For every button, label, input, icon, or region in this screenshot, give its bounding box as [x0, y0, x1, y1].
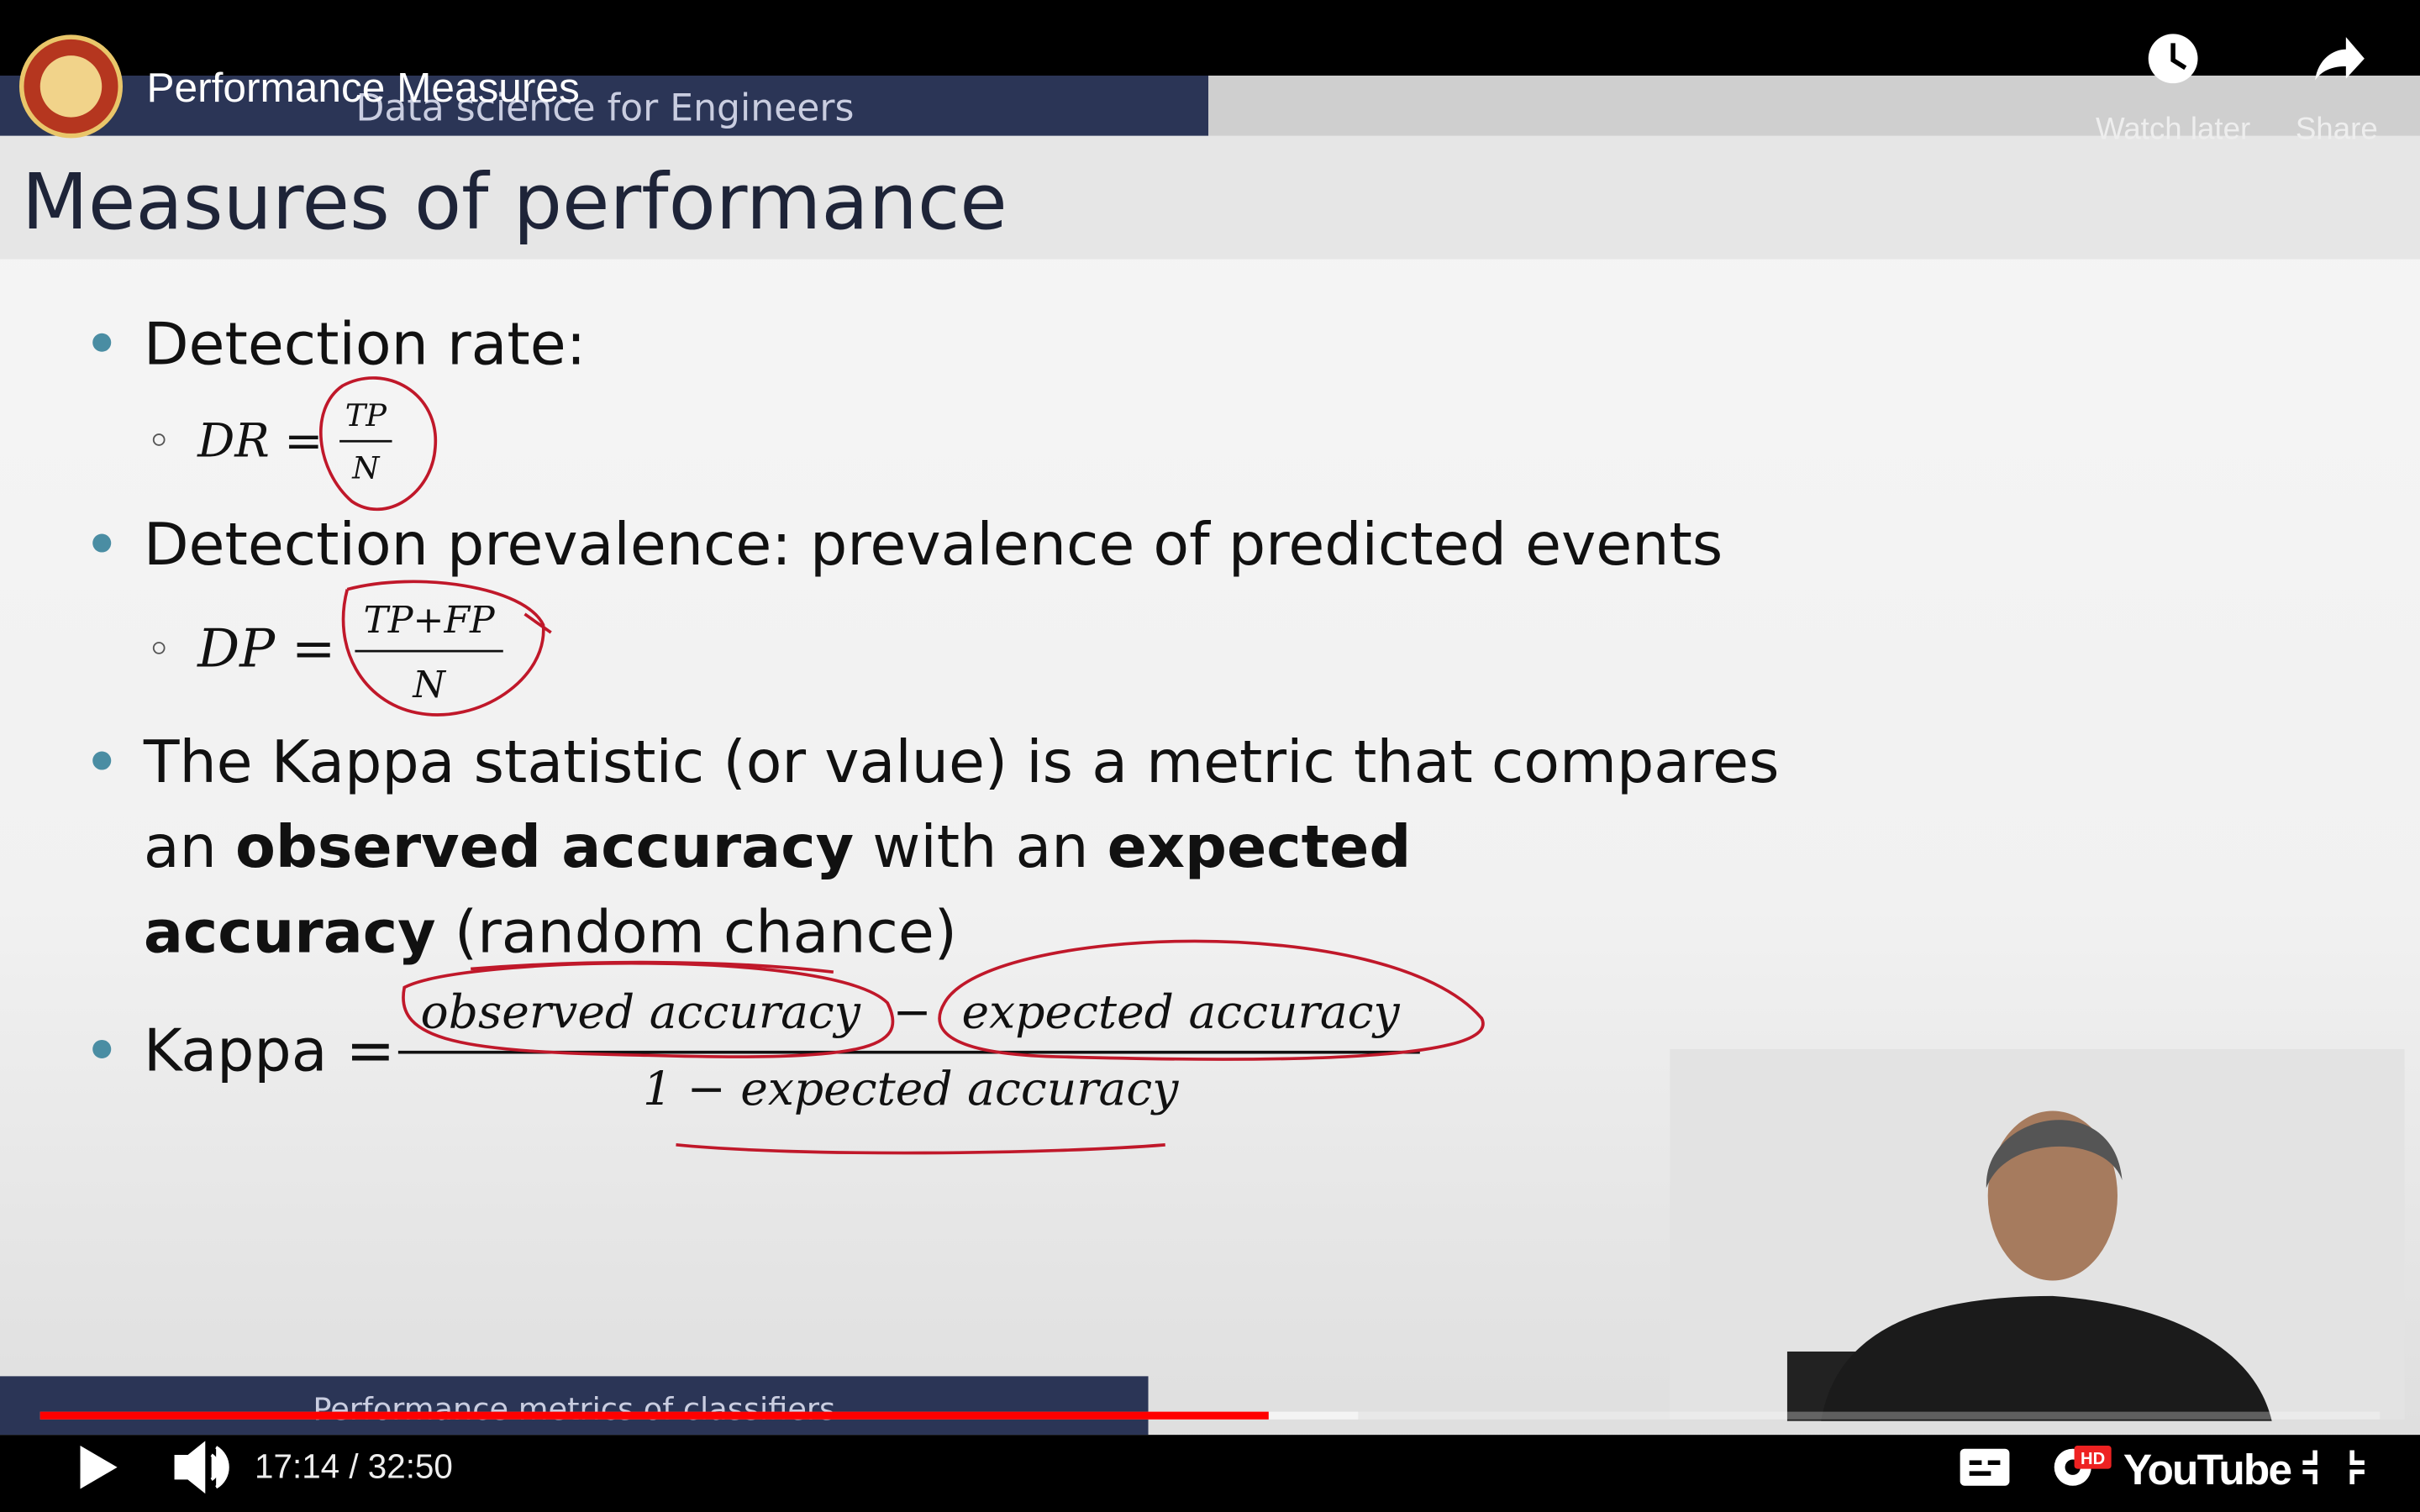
- time-display: 17:14 / 32:50: [255, 1447, 453, 1486]
- bullet-text: Detection prevalence: prevalence of pred…: [144, 511, 1723, 579]
- formula-lhs: Kappa =: [144, 1017, 395, 1085]
- annotation: [318, 376, 437, 512]
- kappa-description: The Kappa statistic (or value) is a metr…: [143, 728, 1780, 966]
- course-band: [0, 76, 1209, 136]
- hd-badge: [2074, 1446, 2112, 1469]
- logo-inner: [39, 55, 103, 118]
- formula-denominator: N: [412, 664, 446, 706]
- course-title: Data science for Engineers: [355, 87, 854, 129]
- text-run: (random chance): [436, 898, 957, 966]
- annotation: [938, 939, 1485, 1061]
- footer-band: [0, 1376, 1149, 1436]
- captions-glyph: [1969, 1460, 2001, 1476]
- bullet: [92, 333, 112, 352]
- annotation: [341, 580, 552, 717]
- presenter-body: [1821, 1295, 2272, 1421]
- course-band-right: [1208, 76, 2420, 136]
- bold-run: observed accuracy: [235, 813, 854, 881]
- bullet: [92, 533, 112, 553]
- formula-numerator: TP+FP: [363, 599, 496, 642]
- bullet: [92, 1039, 112, 1058]
- presenter-hair: [1986, 1120, 2123, 1189]
- kappa-numerator-right: expected accuracy: [962, 984, 1401, 1038]
- text-run: The Kappa statistic (or value) is a metr…: [143, 728, 1780, 796]
- bold-run: accuracy: [144, 898, 436, 966]
- kappa-minus: −: [892, 984, 931, 1038]
- bullet-text: Detection rate:: [144, 310, 586, 378]
- kappa-line: an observed accuracy with an expected: [144, 813, 1411, 881]
- annotation: [676, 1143, 1165, 1155]
- heading-band: [0, 135, 2420, 260]
- hd-label: HD: [2081, 1450, 2105, 1468]
- clock-hands: [2170, 43, 2187, 71]
- formula-denominator: N: [351, 449, 381, 486]
- bullet: [92, 751, 112, 770]
- sub-bullet: [152, 433, 166, 446]
- exit-fullscreen[interactable]: [2302, 1450, 2365, 1484]
- formula-numerator: TP: [345, 397, 387, 433]
- formula-lhs: DR =: [197, 414, 323, 468]
- footer-title: Performance metrics of classifiers: [313, 1391, 835, 1427]
- sub-bullet: [152, 642, 166, 654]
- progress-played: [39, 1411, 1269, 1420]
- annotation: [402, 961, 895, 1058]
- slide-heading: Measures of performance: [22, 157, 1007, 247]
- text-run: with an: [854, 813, 1107, 881]
- share-icon[interactable]: [2315, 37, 2365, 81]
- formula-lhs: DP =: [197, 617, 335, 679]
- kappa-line: accuracy (random chance): [144, 898, 957, 966]
- bold-run: expected: [1107, 813, 1412, 881]
- kappa-line: The Kappa statistic (or value) is a metr…: [143, 728, 1780, 796]
- kappa-numerator-left: observed accuracy: [421, 984, 861, 1038]
- text-run: an: [144, 813, 235, 881]
- watch-later-label[interactable]: Watch later: [2096, 111, 2250, 145]
- control-bar: [0, 1435, 2420, 1512]
- youtube-logo[interactable]: YouTube: [2123, 1445, 2292, 1494]
- top-bar: [0, 0, 2420, 76]
- share-label[interactable]: Share: [2296, 111, 2378, 145]
- captions-button[interactable]: [1960, 1448, 2010, 1486]
- volume-button[interactable]: [174, 1441, 229, 1494]
- video-title[interactable]: Performance Measures: [146, 64, 579, 111]
- play-button[interactable]: [80, 1446, 118, 1489]
- kappa-denominator: 1 − expected accuracy: [643, 1062, 1179, 1116]
